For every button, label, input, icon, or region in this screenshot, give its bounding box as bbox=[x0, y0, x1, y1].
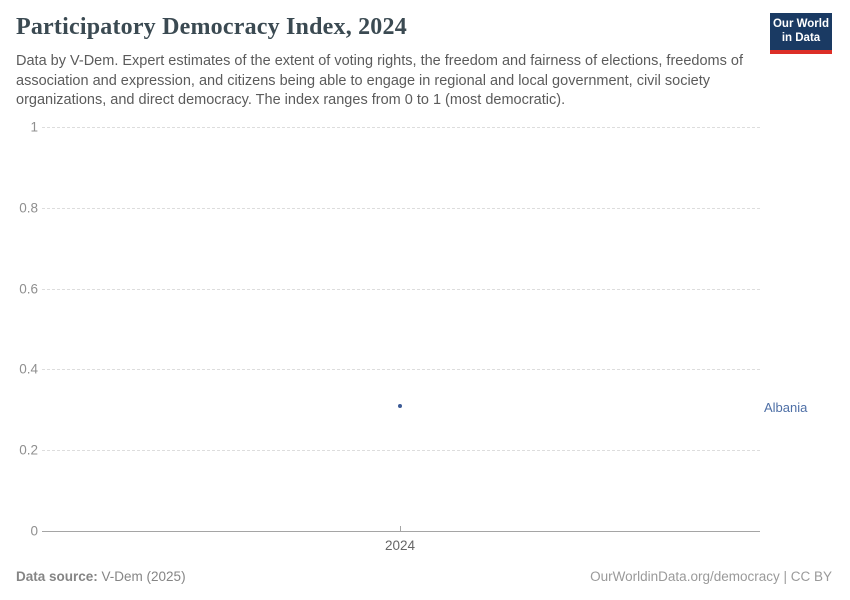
owid-logo-line2: in Data bbox=[781, 31, 821, 44]
y-tick-label: 1 bbox=[30, 119, 38, 135]
y-tick-label: 0.8 bbox=[19, 200, 38, 216]
owid-logo-line1: Our World bbox=[772, 18, 829, 30]
x-tick-label: 2024 bbox=[384, 538, 416, 553]
y-tick-label: 0 bbox=[30, 523, 38, 539]
gridline bbox=[42, 369, 760, 371]
data-point-albania[interactable] bbox=[398, 403, 402, 408]
gridline bbox=[42, 450, 760, 452]
data-source-label: Data source: bbox=[16, 569, 98, 584]
data-source-value: V-Dem (2025) bbox=[97, 569, 186, 584]
y-tick-label: 0.2 bbox=[19, 442, 38, 458]
page-title: Participatory Democracy Index, 2024 bbox=[16, 14, 407, 40]
y-tick-label: 0.4 bbox=[19, 361, 38, 377]
credit-line[interactable]: OurWorldinData.org/democracy | CC BY bbox=[590, 569, 832, 584]
x-axis-tick bbox=[400, 526, 401, 531]
data-source: Data source: V-Dem (2025) bbox=[16, 569, 186, 584]
owid-logo[interactable]: Our World in Data bbox=[770, 13, 832, 54]
y-tick-label: 0.6 bbox=[19, 281, 38, 297]
gridline bbox=[42, 207, 760, 209]
gridline bbox=[42, 127, 760, 128]
series-label-albania[interactable]: Albania bbox=[764, 400, 808, 415]
x-axis-line bbox=[42, 531, 760, 532]
chart-subtitle: Data by V-Dem. Expert estimates of the e… bbox=[16, 53, 743, 108]
gridline bbox=[42, 288, 760, 290]
